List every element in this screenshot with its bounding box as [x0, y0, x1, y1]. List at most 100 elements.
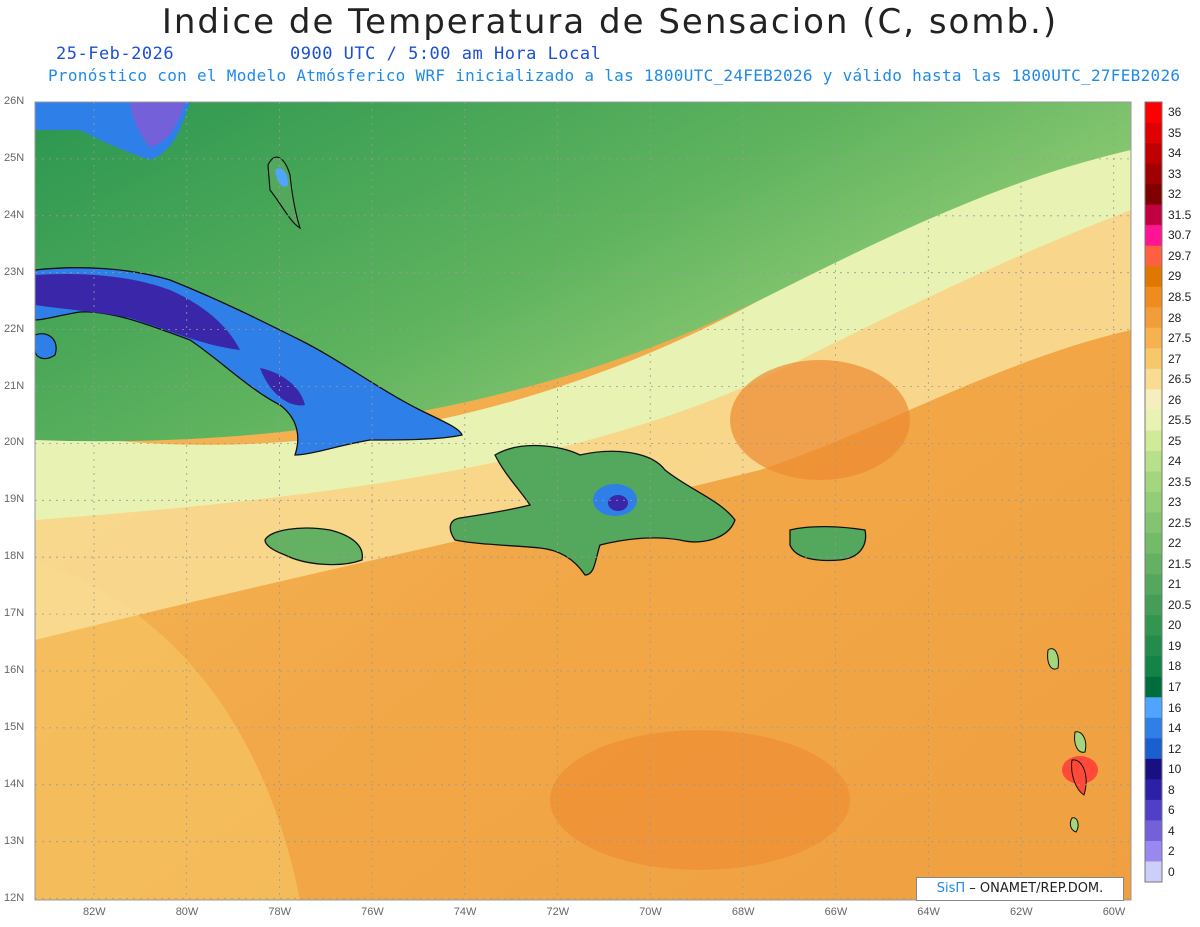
colorbar-label: 28 — [1168, 310, 1182, 325]
colorbar-label: 36 — [1168, 105, 1182, 120]
colorbar-label: 27 — [1168, 351, 1182, 366]
lon-label: 70W — [639, 906, 662, 918]
lat-label: 25N — [4, 151, 25, 164]
colorbar-label: 24 — [1168, 454, 1182, 469]
colorbar-label: 6 — [1168, 803, 1175, 818]
colorbar-swatch — [1145, 143, 1162, 165]
colorbar-swatch — [1145, 717, 1162, 739]
hispaniola — [449, 444, 736, 576]
colorbar-label: 20.5 — [1168, 597, 1192, 612]
map-field — [35, 102, 1131, 900]
credit-text: – ONAMET/REP.DOM. — [969, 881, 1104, 896]
lat-label: 24N — [4, 208, 25, 221]
colorbar-swatch — [1145, 738, 1162, 760]
colorbar-label: 25.5 — [1168, 413, 1192, 428]
colorbar-label: 19 — [1168, 638, 1182, 653]
colorbar-swatch — [1145, 594, 1162, 616]
lon-label: 64W — [917, 906, 940, 918]
credit-brand: SisΠ — [936, 881, 966, 896]
colorbar-swatch — [1145, 307, 1162, 329]
colorbar-swatch — [1145, 861, 1162, 883]
lat-label: 21N — [4, 379, 25, 392]
colorbar-label: 28.5 — [1168, 290, 1192, 304]
colorbar-swatch — [1145, 430, 1162, 452]
colorbar-swatch — [1145, 286, 1162, 308]
colorbar-label: 21.5 — [1168, 556, 1192, 571]
isla-juventud — [35, 333, 57, 360]
colorbar-swatch — [1145, 348, 1162, 370]
colorbar-swatch — [1145, 122, 1162, 144]
colorbar-swatch — [1145, 492, 1162, 514]
puerto-rico — [789, 525, 867, 562]
lon-label: 60W — [1102, 906, 1126, 918]
lon-label: 68W — [731, 906, 755, 918]
lon-label: 78W — [268, 906, 292, 918]
colorbar-label: 2 — [1168, 844, 1175, 859]
credit-box: SisΠ – ONAMET/REP.DOM. — [916, 877, 1124, 901]
florida-purple — [130, 102, 185, 148]
colorbar-swatch — [1145, 635, 1162, 657]
colorbar-swatch — [1145, 574, 1162, 596]
lon-label: 82W — [83, 906, 106, 918]
colorbar-label: 32 — [1168, 187, 1182, 202]
andros-cool — [275, 168, 288, 187]
colorbar-label: 0 — [1168, 864, 1175, 879]
colorbar-label: 23.5 — [1168, 474, 1192, 489]
lat-label: 17N — [4, 607, 25, 620]
colorbar-swatch — [1145, 368, 1162, 390]
warm-patch — [730, 360, 910, 480]
model-subtitle: Pronóstico con el Modelo Atmósferico WRF… — [48, 66, 1181, 85]
lon-label: 80W — [175, 906, 199, 918]
forecast-date: 25-Feb-2026 — [56, 44, 175, 64]
lon-label: 66W — [824, 906, 848, 918]
colorbar-swatch — [1145, 184, 1162, 206]
colorbar-swatch — [1145, 799, 1162, 821]
lat-label: 22N — [4, 322, 25, 335]
lat-label: 12N — [4, 891, 25, 904]
jamaica — [264, 527, 363, 566]
colorbar-swatch — [1145, 840, 1162, 862]
colorbar-label: 33 — [1168, 166, 1182, 181]
colorbar-label: 16 — [1168, 700, 1182, 715]
colorbar-label: 27.5 — [1168, 331, 1192, 346]
colorbar-swatch — [1145, 450, 1162, 472]
colorbar-label: 25 — [1168, 433, 1182, 448]
colorbar-swatch — [1145, 471, 1162, 493]
colorbar-label: 22.5 — [1168, 515, 1192, 530]
map-title: Indice de Temperatura de Sensacion (C, s… — [161, 2, 1059, 42]
colorbar-label: 18 — [1168, 659, 1182, 674]
warm-patch — [550, 730, 850, 870]
colorbar-swatch — [1145, 697, 1162, 719]
colorbar-swatch — [1145, 204, 1162, 226]
forecast-time: 0900 UTC / 5:00 am Hora Local — [290, 44, 602, 64]
lat-label: 20N — [4, 436, 25, 449]
colorbar-swatch — [1145, 758, 1162, 780]
colorbar-swatch — [1145, 615, 1162, 637]
map-frame — [34, 101, 1132, 901]
sw-zone — [35, 560, 300, 900]
colorbar-swatch — [1145, 512, 1162, 534]
colorbar-swatch — [1145, 163, 1162, 185]
colorbar-swatch — [1145, 656, 1162, 678]
colorbar-label: 23 — [1168, 495, 1182, 510]
colorbar-swatch — [1145, 389, 1162, 411]
guadeloupe — [1047, 648, 1059, 670]
colorbar-swatch — [1145, 820, 1162, 842]
colorbar-label: 26.5 — [1168, 372, 1192, 387]
colorbar-label: 12 — [1168, 741, 1182, 756]
colorbar-label: 31.5 — [1168, 207, 1192, 222]
colorbar-swatch — [1145, 779, 1162, 801]
colorbar-label: 10 — [1168, 762, 1182, 777]
colorbar — [1144, 101, 1163, 883]
colorbar-label: 22 — [1168, 536, 1182, 551]
colorbar-swatch — [1145, 225, 1162, 247]
lat-label: 15N — [4, 720, 25, 733]
lat-label: 14N — [4, 777, 25, 790]
lat-label: 13N — [4, 834, 25, 847]
lon-label: 74W — [453, 906, 477, 918]
colorbar-swatch — [1145, 327, 1162, 349]
lat-label: 19N — [4, 493, 25, 506]
colorbar-swatch — [1145, 266, 1162, 288]
pale-band — [35, 160, 1131, 640]
lat-label: 26N — [4, 95, 25, 107]
